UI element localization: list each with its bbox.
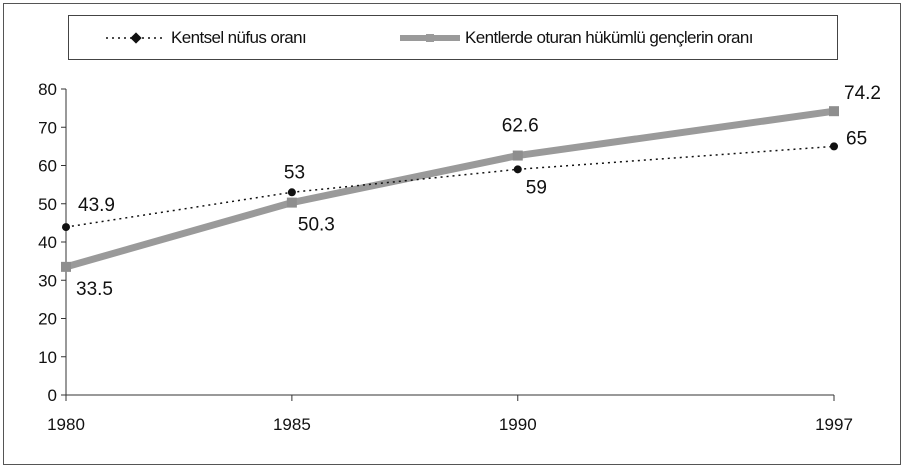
series-layer xyxy=(61,106,839,272)
x-tick-label: 1985 xyxy=(273,415,311,434)
data-labels-layer: 43.9 53 59 65 33.5 50.3 62.6 74.2 xyxy=(76,83,881,300)
data-label-urban-population: 43.9 xyxy=(78,195,115,216)
y-tick-label: 60 xyxy=(38,157,57,176)
series-point-urban-population xyxy=(514,165,522,173)
y-tick-label: 10 xyxy=(38,348,57,367)
data-label-convicted-youth: 62.6 xyxy=(502,116,539,137)
series-point-convicted-youth xyxy=(61,262,71,272)
series-point-urban-population xyxy=(288,188,296,196)
data-label-convicted-youth: 33.5 xyxy=(76,279,113,300)
series-point-urban-population xyxy=(62,223,70,231)
data-label-urban-population: 65 xyxy=(846,128,867,149)
series-line-convicted-youth xyxy=(66,111,834,267)
x-tick-label: 1990 xyxy=(499,415,537,434)
y-tick-label: 20 xyxy=(38,310,57,329)
y-tick-label: 50 xyxy=(38,195,57,214)
y-tick-label: 40 xyxy=(38,233,57,252)
x-tick-label: 1997 xyxy=(815,415,853,434)
data-label-convicted-youth: 74.2 xyxy=(844,83,881,104)
x-tick-label: 1980 xyxy=(47,415,85,434)
series-point-urban-population xyxy=(830,142,838,150)
data-label-convicted-youth: 50.3 xyxy=(298,215,335,236)
y-tick-label: 70 xyxy=(38,118,57,137)
series-point-convicted-youth xyxy=(287,198,297,208)
y-tick-label: 30 xyxy=(38,271,57,290)
y-tick-label: 0 xyxy=(48,386,57,405)
series-point-convicted-youth xyxy=(829,106,839,116)
data-label-urban-population: 59 xyxy=(526,177,547,198)
data-label-urban-population: 53 xyxy=(284,162,305,183)
series-line-urban-population xyxy=(66,146,834,227)
y-tick-label: 80 xyxy=(38,80,57,99)
series-point-convicted-youth xyxy=(513,151,523,161)
axes: 0 10 20 30 40 50 60 70 80 1980 1985 1990 1997 xyxy=(38,80,853,434)
